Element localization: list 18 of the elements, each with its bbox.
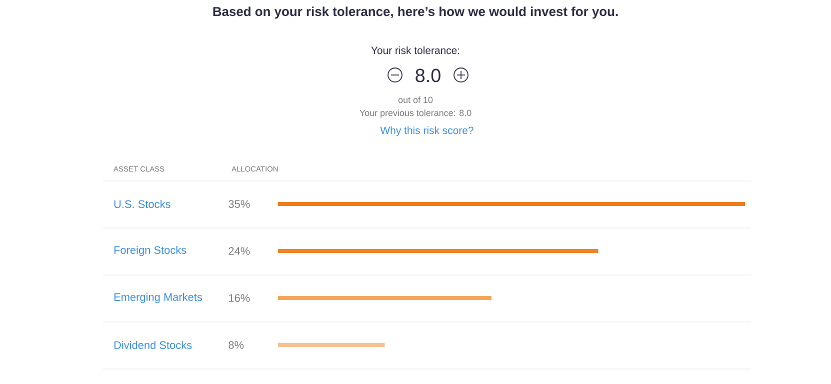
text: 8.0 [416,68,440,82]
text: out of 10 [398,96,433,104]
chart-title: Based on your risk tolerance, here’s how we would invest for you. [213,6,618,19]
y-tick-label: Emerging Markets [114,292,202,304]
text: Why this risk score? [380,126,474,136]
data-label: 8% [228,341,244,349]
bar [278,202,746,206]
text: Your risk tolerance: [371,46,460,54]
data-label: 35% [228,200,250,208]
data-label: 24% [228,247,250,255]
bar [278,296,492,300]
y-tick-label: Foreign Stocks [114,246,186,256]
bar [278,343,385,348]
y-tick-label: Dividend Stocks [114,340,192,350]
y-tick-label: U.S. Stocks [114,200,170,208]
bar [278,249,598,254]
text: Your previous tolerance: 8.0 [360,109,472,118]
data-label: 16% [229,294,250,302]
